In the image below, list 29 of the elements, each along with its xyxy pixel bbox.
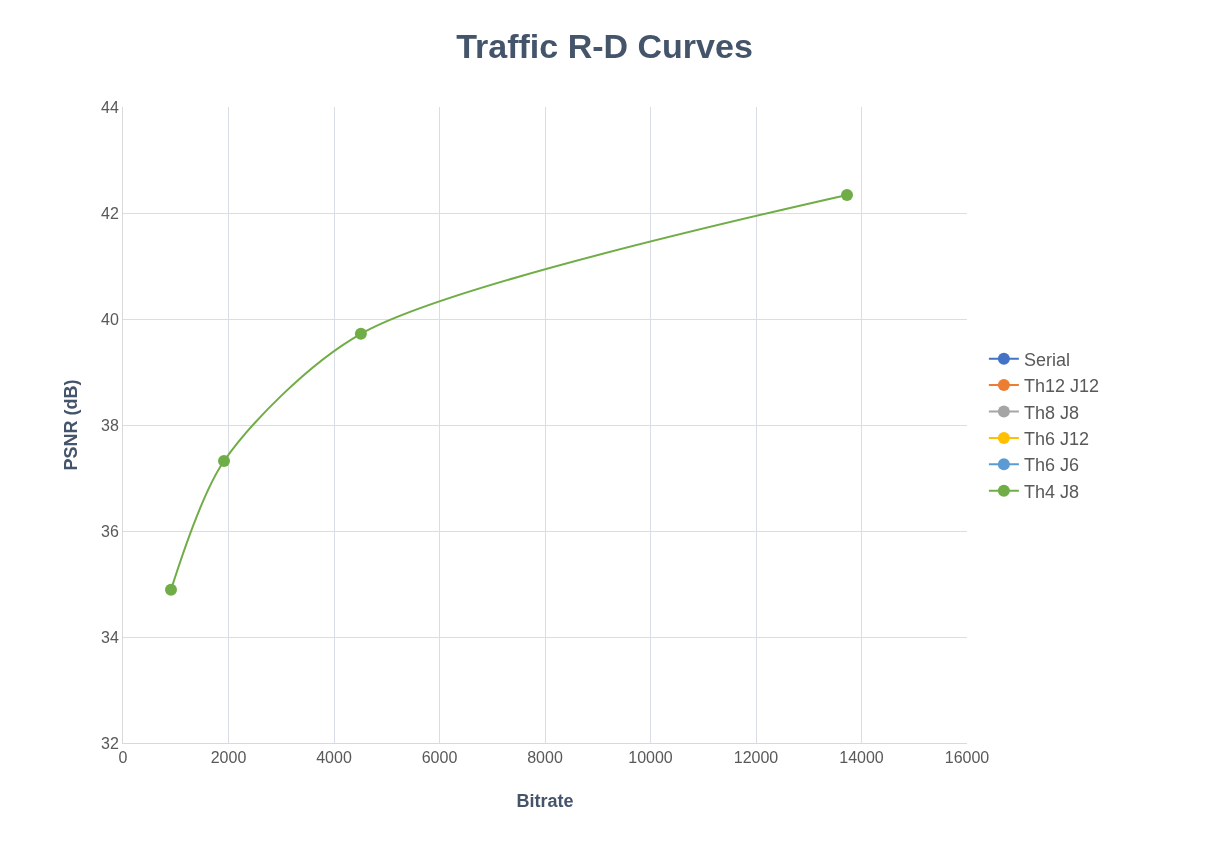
x-tick-label: 16000 (944, 749, 990, 767)
x-tick-label: 8000 (527, 749, 563, 767)
x-tick-label: 6000 (421, 749, 458, 767)
x-tick-label: 12000 (733, 749, 779, 767)
y-tick-label: 38 (101, 416, 119, 434)
point (841, 188, 853, 201)
x-tick-label: 0 (118, 749, 128, 767)
point (354, 327, 367, 340)
y-tick-label: 36 (101, 522, 119, 540)
legend-label: Th6 J6 (1023, 455, 1079, 476)
point (218, 455, 231, 468)
y-tick-label: 32 (101, 734, 119, 752)
x-tick-label: 2000 (210, 749, 247, 767)
x-tick-label: 10000 (628, 749, 673, 767)
y-tick-label: 42 (101, 204, 119, 222)
y-tick-label: 40 (101, 310, 119, 328)
x-tick-label: 4000 (316, 749, 352, 767)
chart-title: Traffic R-D Curves (456, 27, 753, 66)
legend-label: Serial (1023, 349, 1070, 370)
y-tick-label: 44 (101, 98, 119, 116)
legend-label: Th8 J8 (1023, 402, 1079, 423)
point (165, 583, 177, 596)
x-tick-label: 14000 (839, 749, 884, 767)
legend-label: Th4 J8 (1023, 481, 1079, 502)
y-axis-title: PSNR (dB) (61, 379, 81, 471)
legend-label: Th12 J12 (1023, 376, 1099, 397)
legend-label: Th6 J12 (1023, 428, 1089, 449)
x-axis-title: Bitrate (516, 791, 574, 811)
y-tick-label: 34 (101, 628, 119, 646)
